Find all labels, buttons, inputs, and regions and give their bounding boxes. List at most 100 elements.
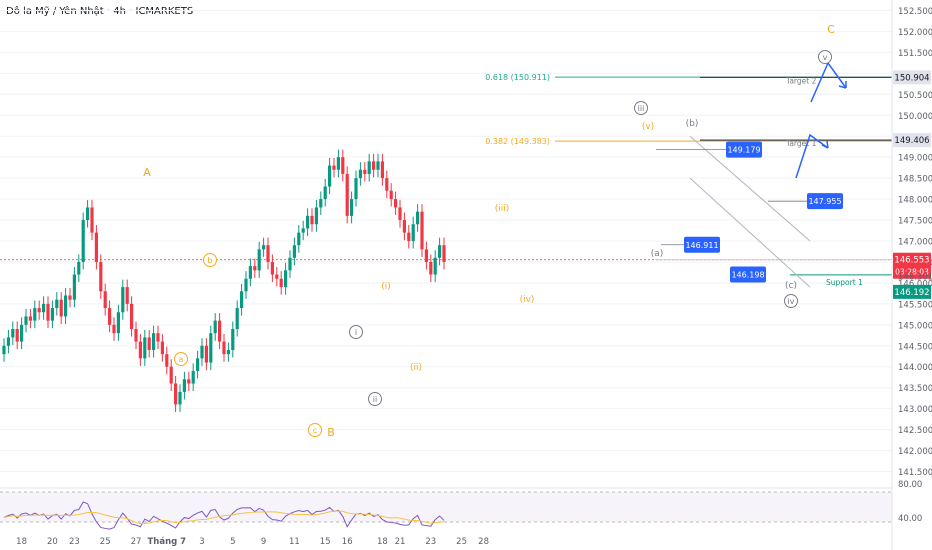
x-tick-label: 9 xyxy=(261,537,266,547)
y-tick-label: 146.000 xyxy=(898,279,932,289)
candle-body xyxy=(420,211,424,250)
candle-body xyxy=(134,329,138,342)
axis-tag-support-bg xyxy=(893,284,931,299)
arrow-head xyxy=(821,140,829,149)
candle-body xyxy=(165,354,169,367)
y-tick-label: 142.500 xyxy=(898,426,932,436)
channel-line xyxy=(689,177,811,288)
candle-body xyxy=(11,329,15,338)
wave-label-sub: (v) xyxy=(642,122,654,132)
candle-body xyxy=(257,249,261,271)
candle-body xyxy=(380,161,384,179)
candle-body xyxy=(116,312,120,334)
x-tick-label: 18 xyxy=(16,537,27,547)
wave-label-corrective: (b) xyxy=(686,119,699,129)
y-tick-label: 143.500 xyxy=(898,384,932,394)
y-tick-label: 152.500 xyxy=(898,7,932,17)
candle-body xyxy=(147,337,151,350)
wave-label-major: C xyxy=(827,23,835,36)
candle-body xyxy=(28,316,32,321)
x-tick-label: 20 xyxy=(47,537,58,547)
y-tick-label: 150.000 xyxy=(898,112,932,122)
candle-body xyxy=(64,295,68,317)
candle-body xyxy=(275,274,279,279)
wave-label-roman-circle xyxy=(368,392,382,406)
candle-body xyxy=(81,220,85,262)
candle-body xyxy=(288,257,292,271)
price-label-box xyxy=(726,141,762,158)
wave-label-minor-circle xyxy=(174,352,188,366)
wave-label-minor: a xyxy=(179,355,184,364)
candle-body xyxy=(279,278,283,288)
level-label: Target 1 xyxy=(785,139,817,148)
candle-body xyxy=(72,274,76,300)
projection-arrow-1 xyxy=(795,133,829,179)
candle-body xyxy=(178,391,182,405)
candle-body xyxy=(112,324,116,334)
y-tick-label: 152.000 xyxy=(898,28,932,38)
candle-body xyxy=(323,186,327,200)
axis-tag-target2: 150.904 xyxy=(894,73,929,83)
candle-body xyxy=(15,329,19,342)
y-tick-label: 145.500 xyxy=(898,300,932,310)
candle-body xyxy=(20,324,24,342)
candle-body xyxy=(358,169,362,179)
y-tick-label: 144.500 xyxy=(898,342,932,352)
candle-body xyxy=(394,199,398,208)
candle-body xyxy=(200,345,204,359)
candle-body xyxy=(121,287,125,313)
wave-label-major: A xyxy=(143,166,151,179)
x-tick-label: Tháng 7 xyxy=(147,537,186,547)
candle-body xyxy=(235,308,239,330)
candle-body xyxy=(50,308,54,321)
candle-body xyxy=(345,173,349,216)
candle-body xyxy=(187,379,191,384)
candle-body xyxy=(297,232,301,246)
fib-label: 0.382 (149.383) xyxy=(485,137,550,146)
candle-body xyxy=(169,366,173,384)
arrow-head xyxy=(838,81,847,89)
candle-body xyxy=(314,207,318,225)
wave-label-minor: b xyxy=(207,256,212,265)
candle-body xyxy=(310,215,314,225)
y-tick-label: 144.000 xyxy=(898,363,932,373)
wave-label-sub: (ii) xyxy=(410,363,422,373)
candle-body xyxy=(270,261,274,275)
price-label-text: 146.198 xyxy=(731,271,764,280)
candle-body xyxy=(182,379,186,392)
candle-body xyxy=(231,329,235,350)
price-label-box xyxy=(730,266,766,283)
candle-body xyxy=(416,211,420,225)
rsi-ma-line xyxy=(3,510,445,525)
wave-label-sub: (iv) xyxy=(520,295,535,305)
candle-body xyxy=(125,287,129,304)
candle-body xyxy=(407,232,411,241)
candle-body xyxy=(59,299,63,317)
candle-body xyxy=(37,308,41,313)
y-tick-label: 148.500 xyxy=(898,175,932,185)
y-tick-label: 147.500 xyxy=(898,217,932,227)
rsi-level-40: 40.00 xyxy=(898,514,922,524)
rsi-band xyxy=(0,492,892,522)
candle-body xyxy=(367,161,371,174)
y-tick-label: 151.500 xyxy=(898,49,932,59)
candle-body xyxy=(46,303,50,321)
candle-body xyxy=(6,337,10,346)
axis-tag-target1-bg xyxy=(893,133,931,148)
wave-label-roman: ii xyxy=(373,395,377,404)
candle-body xyxy=(204,345,208,363)
candle-body xyxy=(328,165,332,187)
candle-body xyxy=(292,245,296,258)
wave-label-minor: c xyxy=(313,426,317,435)
price-label-text: 149.179 xyxy=(727,146,760,155)
level-label: Target 2 xyxy=(785,76,817,85)
candle-body xyxy=(284,270,288,288)
axis-tag-current-timer: 03:28:03 xyxy=(895,268,929,277)
candle-body xyxy=(266,245,270,262)
wave-label-roman: v xyxy=(823,53,828,62)
channel-line xyxy=(689,135,811,242)
candle-body xyxy=(33,308,37,321)
axis-tag-support: 146.192 xyxy=(894,288,929,298)
candle-body xyxy=(90,207,94,233)
